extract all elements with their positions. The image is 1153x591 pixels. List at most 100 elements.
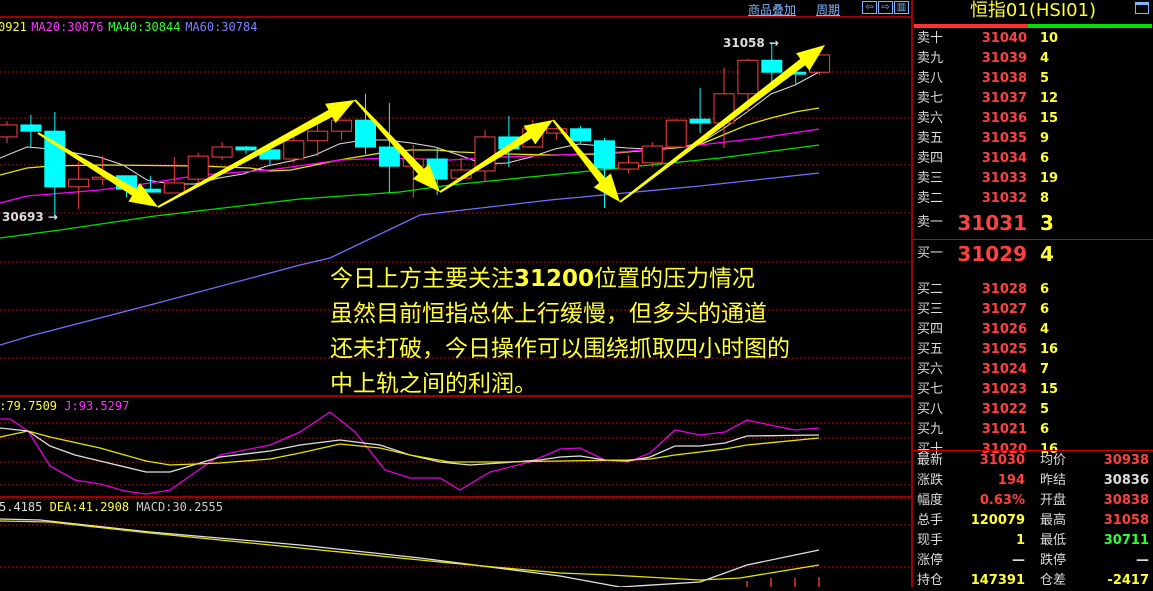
- level-price: 31033: [981, 171, 1027, 186]
- level-price: 31029: [957, 242, 1027, 266]
- order-book-row: 卖三 31033 19: [913, 169, 1153, 189]
- level-volume: 3: [1040, 211, 1054, 235]
- candle: [737, 58, 759, 113]
- period-link[interactable]: 周期: [816, 3, 841, 17]
- candle-body: [737, 59, 759, 95]
- level-price: 31023: [981, 382, 1027, 397]
- level-label: 卖六: [917, 111, 944, 126]
- level-label: 卖九: [917, 51, 944, 66]
- order-book-row: 买八 31022 5: [913, 400, 1153, 420]
- level-volume: 9: [1040, 131, 1050, 146]
- candle-body: [307, 130, 329, 142]
- candle-body: [570, 128, 592, 142]
- level-label: 买六: [917, 362, 944, 377]
- divider: [913, 450, 1153, 451]
- order-book-row: 买一 31029 4: [913, 244, 1153, 264]
- macd-dea-value: DEA:41.2908: [49, 500, 130, 514]
- ma10-line: [0, 107, 820, 176]
- level-label: 卖二: [917, 191, 944, 206]
- level-label: 卖八: [917, 71, 944, 86]
- ma-label: MA60:30784: [185, 20, 258, 34]
- high-price-tag: 31058 →: [723, 36, 779, 50]
- level-price: 31036: [981, 111, 1027, 126]
- order-book-row: 买二 31028 6: [913, 280, 1153, 300]
- level-label: 卖四: [917, 151, 944, 166]
- order-book-row: 卖四 31034 6: [913, 149, 1153, 169]
- analysis-text: 今日上方主要关注31200位置的压力情况 虽然目前恒指总体上行缓慢，但多头的通道…: [330, 262, 790, 402]
- candle-body: [761, 59, 783, 73]
- candle: [283, 136, 305, 163]
- stat-value: 31030: [979, 453, 1025, 468]
- level-label: 卖一: [917, 215, 944, 230]
- level-label: 买二: [917, 282, 944, 297]
- quote-panel: 恒指01(HSI01) 卖十 31040 10 卖九 31039 4 卖八 31038 5 卖七 3…: [913, 0, 1153, 588]
- level-volume: 5: [1040, 402, 1050, 417]
- level-volume: 6: [1040, 282, 1050, 297]
- level-volume: 5: [1040, 71, 1050, 86]
- candle-body: [283, 140, 305, 160]
- stat-value: 30938: [1103, 453, 1149, 468]
- level-volume: 6: [1040, 151, 1050, 166]
- level-label: 卖五: [917, 131, 944, 146]
- ma-label: MA40:30844: [108, 20, 181, 34]
- arrow-left-icon[interactable]: ⇦: [862, 1, 877, 14]
- level-price: 31035: [981, 131, 1027, 146]
- macd-lines: [0, 518, 820, 587]
- stat-label: 涨停: [917, 553, 944, 568]
- kline-chart[interactable]: [0, 0, 913, 587]
- arrow-right-icon[interactable]: ⇨: [878, 1, 893, 14]
- level-volume: 16: [1040, 442, 1059, 457]
- panel-layout-icon[interactable]: ▥: [894, 1, 909, 14]
- level-volume: 4: [1040, 242, 1054, 266]
- level-price: 31037: [981, 91, 1027, 106]
- candle: [163, 157, 185, 194]
- candle-body: [665, 119, 687, 148]
- order-book-row: 卖七 31037 12: [913, 89, 1153, 109]
- candle: [713, 67, 735, 148]
- maximize-icon[interactable]: [1135, 2, 1149, 14]
- overlay-commodity-link[interactable]: 商品叠加: [748, 3, 797, 17]
- level-volume: 6: [1040, 422, 1050, 437]
- order-book-row: 卖十 31040 10: [913, 29, 1153, 49]
- trend-arrow: [157, 100, 355, 208]
- candlesticks: [0, 42, 831, 217]
- candle: [44, 112, 66, 217]
- candle: [689, 88, 711, 134]
- grid-lines: [0, 0, 913, 587]
- candle-body: [617, 162, 639, 170]
- level-volume: 15: [1040, 382, 1059, 397]
- trend-arrows: [37, 45, 825, 208]
- level-volume: 19: [1040, 171, 1059, 186]
- stat-value: 194: [997, 473, 1025, 488]
- stat-row: 涨跌 194 昨结 30836: [913, 471, 1153, 491]
- bid-ask-ratio-bar: [914, 24, 1152, 28]
- level-volume: 4: [1040, 51, 1050, 66]
- level-price: 31032: [981, 191, 1027, 206]
- candle: [570, 125, 592, 144]
- stat-value: 30838: [1103, 493, 1149, 508]
- stat-label: 仓差: [1040, 573, 1067, 588]
- level-volume: 6: [1040, 302, 1050, 317]
- level-price: 31021: [981, 422, 1027, 437]
- stat-label: 现手: [917, 533, 944, 548]
- level-label: 卖七: [917, 91, 944, 106]
- order-book-row: 买七 31023 15: [913, 380, 1153, 400]
- candle: [641, 142, 663, 168]
- order-book-row: 买九 31021 6: [913, 420, 1153, 440]
- candle: [546, 127, 568, 140]
- kdj-d-line: [0, 430, 820, 466]
- stat-row: 总手 120079 最高 31058: [913, 511, 1153, 531]
- macd-dif-line: [0, 518, 820, 587]
- level-volume: 8: [1040, 191, 1050, 206]
- level-price: 31031: [957, 211, 1027, 235]
- divider: [913, 239, 1153, 240]
- candle: [235, 146, 257, 155]
- analysis-line-2: 虽然目前恒指总体上行缓慢，但多头的通道: [330, 301, 767, 327]
- stat-label: 最新: [917, 453, 944, 468]
- order-book-row: 买四 31026 4: [913, 320, 1153, 340]
- macd-dif-value: 5.4185: [0, 500, 43, 514]
- candle: [355, 93, 376, 155]
- stat-label: 昨结: [1040, 473, 1067, 488]
- stat-row: 最新 31030 均价 30938: [913, 451, 1153, 471]
- low-price-tag: 30693 →: [2, 210, 58, 224]
